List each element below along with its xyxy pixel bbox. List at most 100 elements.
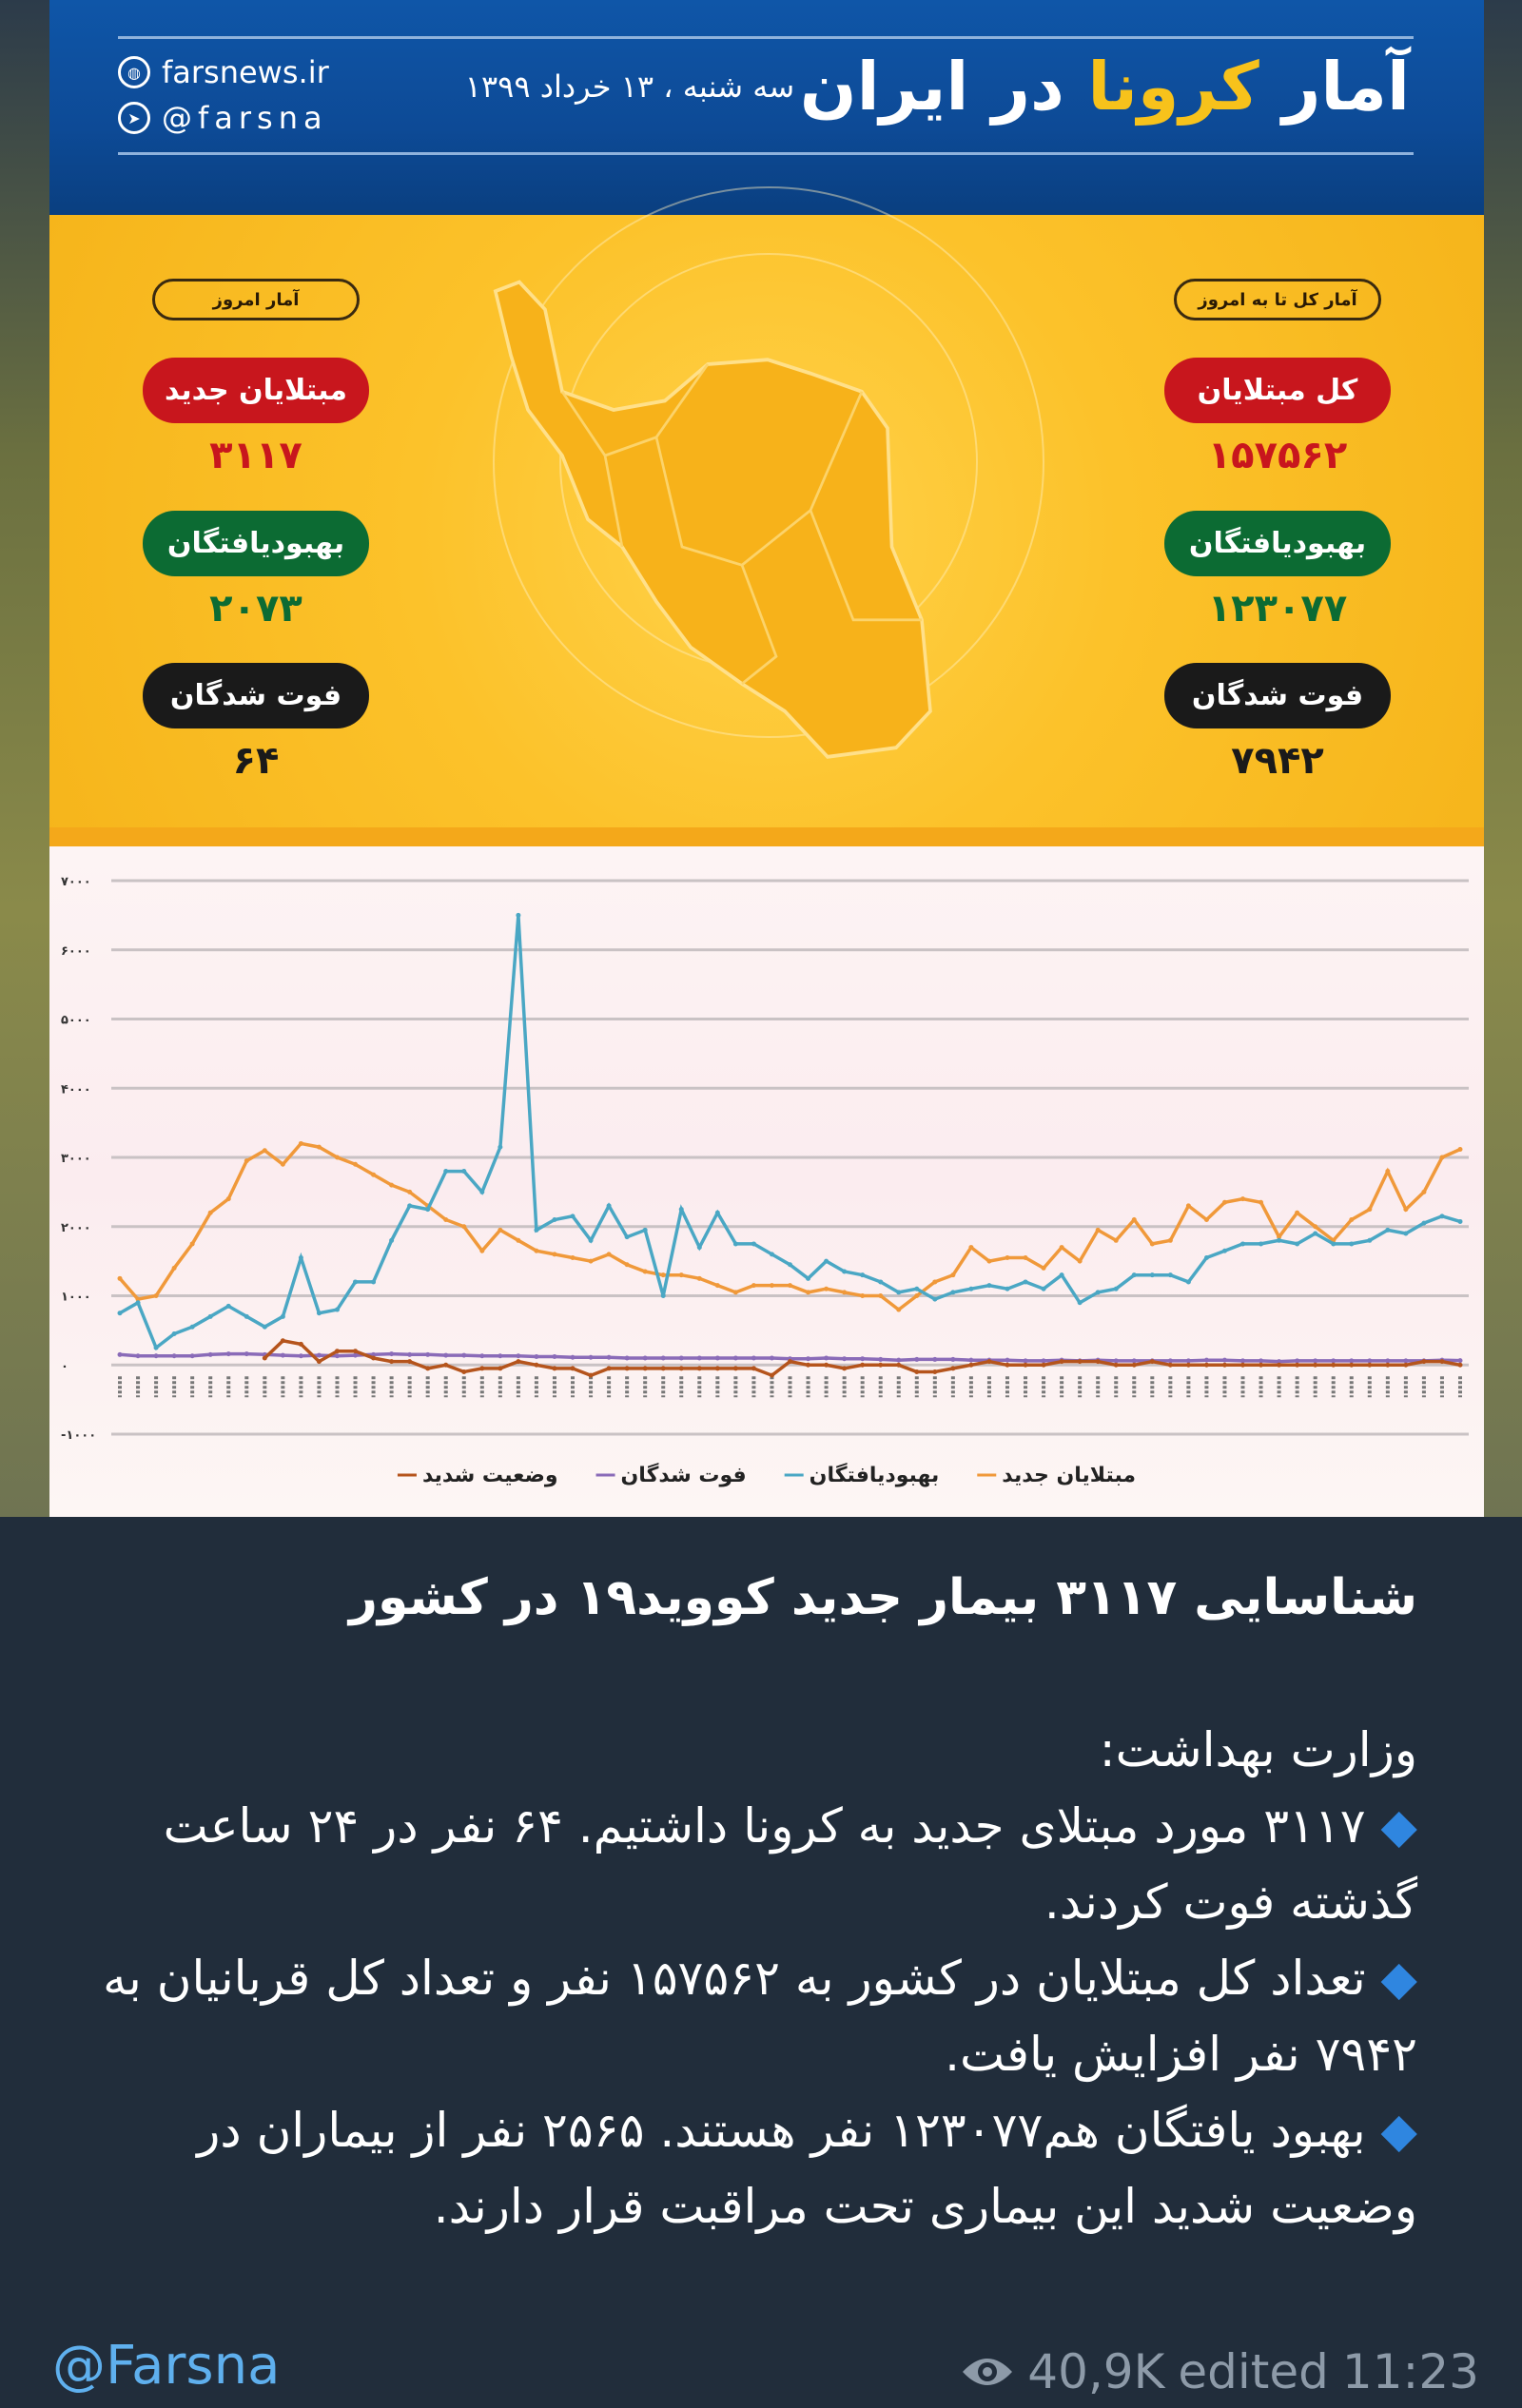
data-point <box>1240 1241 1246 1247</box>
poster-date: سه شنبه ، ۱۳ خرداد ۱۳۹۹ <box>464 68 795 105</box>
data-point <box>570 1366 576 1371</box>
data-point <box>1259 1358 1264 1364</box>
data-point <box>1385 1358 1391 1364</box>
data-point <box>1295 1241 1300 1247</box>
divider <box>118 152 1414 155</box>
data-point <box>986 1283 992 1289</box>
data-point <box>570 1254 576 1260</box>
title-text: در ایران <box>799 48 1088 126</box>
data-point <box>896 1307 902 1312</box>
data-point <box>986 1258 992 1264</box>
legend-label: وضعیت شدید <box>422 1464 558 1487</box>
data-point <box>1203 1362 1209 1368</box>
data-point <box>498 1366 503 1371</box>
data-point <box>189 1241 195 1247</box>
data-point <box>1313 1231 1318 1236</box>
data-point <box>1259 1241 1264 1247</box>
data-point <box>534 1362 539 1368</box>
data-point <box>1077 1258 1083 1264</box>
data-point <box>678 1366 684 1371</box>
data-point <box>1367 1237 1373 1243</box>
data-point <box>334 1353 340 1359</box>
y-tick-label: ۷۰۰۰ <box>61 875 91 889</box>
data-point <box>498 1144 503 1150</box>
data-point <box>1059 1272 1064 1278</box>
data-point <box>1113 1362 1119 1368</box>
data-point <box>1439 1155 1445 1160</box>
data-point <box>1005 1362 1010 1368</box>
data-point <box>534 1248 539 1253</box>
data-point <box>244 1313 249 1319</box>
data-point <box>298 1353 303 1359</box>
data-point <box>1349 1362 1355 1368</box>
data-point <box>751 1355 756 1361</box>
total-deaths-value: ۷۹۴۲ <box>1231 739 1324 783</box>
data-point <box>461 1169 467 1175</box>
data-point <box>1095 1227 1101 1233</box>
data-point <box>624 1355 630 1361</box>
data-point <box>461 1224 467 1230</box>
blue-diamond-icon: ◆ <box>1365 1798 1417 1854</box>
data-point <box>642 1227 648 1233</box>
data-point <box>1221 1199 1227 1205</box>
data-point <box>878 1362 884 1368</box>
message-text: شناسایی ۳۱۱۷ بیمار جدید کووید۱۹ در کشور … <box>52 1560 1417 2244</box>
legend-label: بهبودیافتگان <box>810 1462 940 1487</box>
today-recovered-value: ۲۰۷۳ <box>209 587 302 631</box>
data-point <box>950 1290 956 1295</box>
poster-header: آمار کرونا در ایران سه شنبه ، ۱۳ خرداد ۱… <box>49 0 1484 215</box>
data-point <box>588 1237 594 1243</box>
data-point <box>1167 1237 1173 1243</box>
data-point <box>606 1354 612 1360</box>
data-point <box>842 1366 848 1371</box>
infographic-image[interactable]: آمار کرونا در ایران سه شنبه ، ۱۳ خرداد ۱… <box>49 0 1484 1517</box>
message-time: 11:23 <box>1341 2344 1479 2399</box>
data-point <box>860 1362 866 1368</box>
data-point <box>1259 1362 1264 1368</box>
data-point <box>624 1366 630 1371</box>
data-point <box>1277 1234 1282 1240</box>
data-point <box>407 1189 413 1194</box>
data-point <box>479 1353 485 1359</box>
data-point <box>1439 1359 1445 1365</box>
divider-band <box>49 827 1484 846</box>
data-point <box>262 1355 267 1361</box>
data-point <box>389 1237 395 1243</box>
data-point <box>516 1237 521 1243</box>
data-point <box>1313 1358 1318 1364</box>
data-point <box>1277 1359 1282 1365</box>
data-point <box>842 1356 848 1362</box>
data-point <box>1059 1359 1064 1365</box>
data-point <box>968 1245 974 1251</box>
data-point <box>1131 1362 1137 1368</box>
data-point <box>1167 1358 1173 1364</box>
blue-diamond-icon: ◆ <box>1365 2103 1417 2158</box>
data-point <box>171 1265 177 1271</box>
data-point <box>1313 1224 1318 1230</box>
data-point <box>1403 1362 1409 1368</box>
telegram-icon: ➤ <box>118 102 150 134</box>
data-point <box>696 1366 702 1371</box>
data-point <box>570 1354 576 1360</box>
data-point <box>606 1366 612 1371</box>
data-point <box>860 1356 866 1362</box>
data-point <box>660 1355 666 1361</box>
data-point <box>1095 1359 1101 1365</box>
data-point <box>516 1353 521 1359</box>
data-point <box>696 1355 702 1361</box>
today-deaths-value: ۶۴ <box>232 739 280 783</box>
data-point <box>1203 1254 1209 1260</box>
total-tag: آمار کل تا به امروز <box>1174 279 1381 320</box>
data-point <box>1457 1358 1463 1364</box>
data-point <box>334 1155 340 1160</box>
data-point <box>824 1355 829 1361</box>
data-point <box>1167 1272 1173 1278</box>
data-point <box>479 1366 485 1371</box>
data-point <box>714 1283 720 1289</box>
data-point <box>262 1148 267 1154</box>
author-link[interactable]: @Farsna <box>52 2335 281 2397</box>
data-point <box>552 1366 557 1371</box>
website: ◍ farsnews.ir <box>118 53 329 91</box>
bullet-text: ۳۱۱۷ مورد مبتلای جدید به کرونا داشتیم. ۶… <box>163 1798 1417 1930</box>
data-point <box>914 1356 920 1362</box>
